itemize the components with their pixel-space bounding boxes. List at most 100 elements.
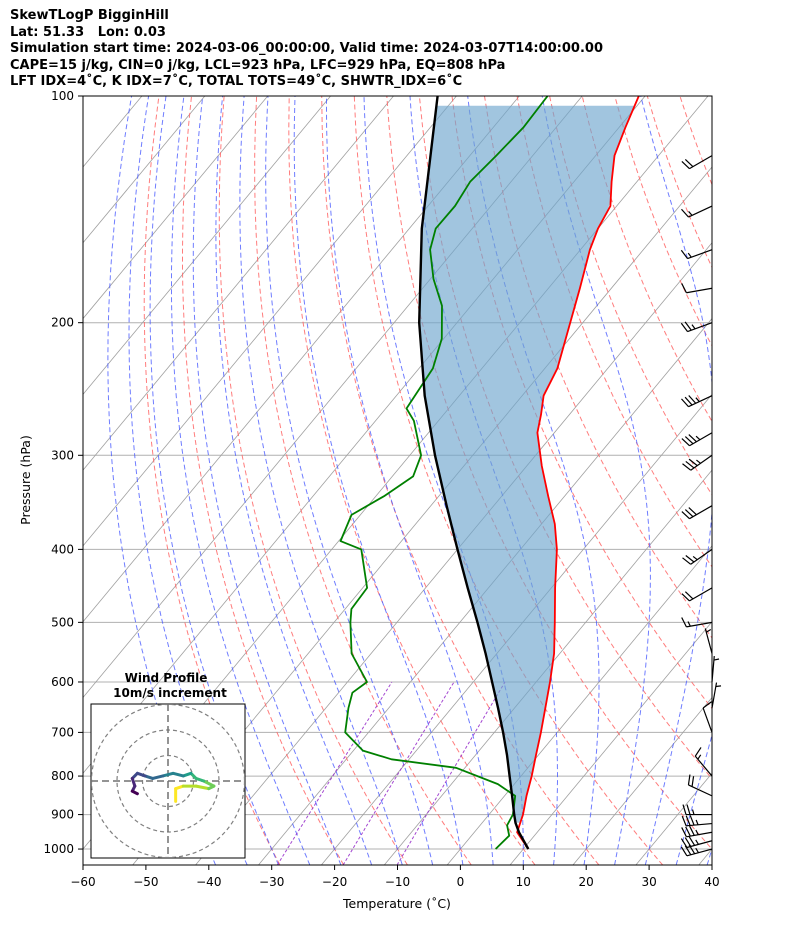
wind-barb-half-flag [695, 839, 699, 845]
y-tick-label: 100 [51, 89, 74, 103]
dry-adiabat [581, 96, 712, 423]
isotherm-line [83, 96, 331, 395]
cape-area [419, 105, 635, 823]
isotherm-line [83, 96, 394, 471]
title-line-indices: LFT IDX=4˚C, K IDX=7˚C, TOTAL TOTS=49˚C,… [10, 74, 463, 89]
wind-barb-half-flag [695, 397, 700, 402]
wind-barb-flag [685, 815, 691, 826]
wind-barb-flag [681, 511, 690, 520]
dry-adiabat [143, 96, 281, 865]
moist-adiabat [363, 96, 524, 865]
dry-adiabat [549, 96, 712, 496]
wind-barb-staff [689, 155, 713, 170]
wind-barb-flag [685, 460, 695, 469]
wind-barb-half-flag [695, 847, 699, 853]
hodograph-segment [130, 789, 139, 796]
wind-barb-flag [681, 827, 687, 838]
wind-barb-flag [682, 463, 692, 471]
wind-profile-inset: Wind Profile 10m/s increment [90, 671, 246, 859]
wind-barb-flag [689, 825, 695, 836]
dry-adiabat [745, 96, 794, 865]
isotherm-line [83, 96, 520, 623]
x-tick-label: 30 [641, 875, 656, 889]
moist-adiabat [265, 96, 434, 865]
y-axis: 1000 900 800 700 600 500 400 300 200 100 [43, 89, 83, 856]
wind-barb-half-flag [695, 819, 699, 825]
wind-barb-flag [684, 436, 694, 445]
y-tick-label: 500 [51, 615, 74, 629]
wind-barb-staff [689, 587, 713, 602]
isotherm-line [635, 772, 712, 865]
wind-barb-staff [686, 840, 713, 849]
wind-barb-staff [711, 682, 718, 709]
wind-barbs [680, 155, 722, 857]
wind-barb-flag [681, 161, 690, 170]
hodograph-segment [151, 774, 165, 780]
title-line-times: Simulation start time: 2024-03-06_00:00:… [10, 41, 603, 56]
moist-adiabat [293, 96, 464, 865]
profiles [339, 96, 640, 850]
wind-barb-flag [684, 321, 692, 331]
wind-barb-flag [684, 159, 694, 168]
wind-barb-staff [689, 505, 713, 520]
x-tick-label: −50 [133, 875, 158, 889]
y-tick-label: 900 [51, 808, 74, 822]
wind-barb-flag [702, 701, 712, 709]
x-tick-label: 40 [704, 875, 719, 889]
wind-barb-flag [691, 776, 695, 787]
isotherm-line [509, 621, 712, 865]
temperature-line [516, 96, 640, 850]
moist-adiabat [326, 96, 494, 865]
wind-barb-flag [681, 208, 689, 218]
dry-adiabat [646, 96, 712, 269]
wind-barb-staff [688, 395, 713, 408]
wind-barb-staff [690, 548, 713, 565]
isotherm-line [83, 96, 269, 320]
isotherm-line [258, 317, 712, 865]
wind-barb-staff [694, 755, 713, 777]
mixing-ratio-line [396, 681, 506, 865]
isotherm-line [572, 696, 712, 865]
isotherm-line [762, 96, 794, 865]
title-line-station: SkewTLogP BigginHill [10, 8, 169, 23]
wind-barb-staff [688, 784, 713, 797]
cape-shading [419, 105, 635, 823]
wind-barb-flag [684, 509, 694, 518]
wind-barb-staff [686, 848, 713, 857]
wind-barb-flag [688, 836, 696, 846]
hodograph-segment [171, 771, 185, 778]
hodograph-segment [161, 771, 175, 778]
wind-barb-flag [680, 322, 689, 332]
dewpoint-line [339, 96, 549, 850]
dry-adiabat [614, 96, 712, 347]
wind-barb-flag [684, 396, 693, 406]
wind-barb-flag [682, 557, 692, 565]
x-tick-label: −40 [196, 875, 221, 889]
moist-adiabat [467, 96, 600, 865]
wind-barb-half-flag [697, 754, 702, 760]
wind-barb-staff [688, 205, 713, 218]
wind-barb-half-flag [687, 252, 692, 258]
x-axis: −60 −50 −40 −30 −20 −10 0 10 20 30 40 [70, 865, 720, 889]
y-tick-label: 400 [51, 542, 74, 556]
wind-barb-staff [687, 322, 713, 333]
dry-adiabat [182, 96, 345, 865]
mixing-ratio-line [276, 681, 393, 865]
dry-adiabat [484, 96, 712, 639]
wind-barb-staff [704, 628, 713, 654]
title-line-location: Lat: 51.33 Lon: 0.03 [10, 24, 166, 40]
moist-adiabat [149, 96, 280, 865]
wind-barb-half-flag [713, 658, 720, 661]
wind-barb-flag [685, 555, 695, 563]
dry-adiabat [778, 96, 794, 865]
x-tick-label: −60 [70, 875, 95, 889]
isotherm-line [321, 393, 712, 865]
wind-barb-staff [689, 432, 713, 447]
wind-barb-flag [682, 804, 687, 815]
x-axis-label: Temperature (˚C) [342, 896, 451, 911]
wind-barb-staff [687, 249, 713, 260]
y-tick-label: 600 [51, 675, 74, 689]
y-tick-label: 800 [51, 769, 74, 783]
wind-barb-half-flag [695, 435, 701, 441]
wind-barb-half-flag [695, 829, 699, 835]
